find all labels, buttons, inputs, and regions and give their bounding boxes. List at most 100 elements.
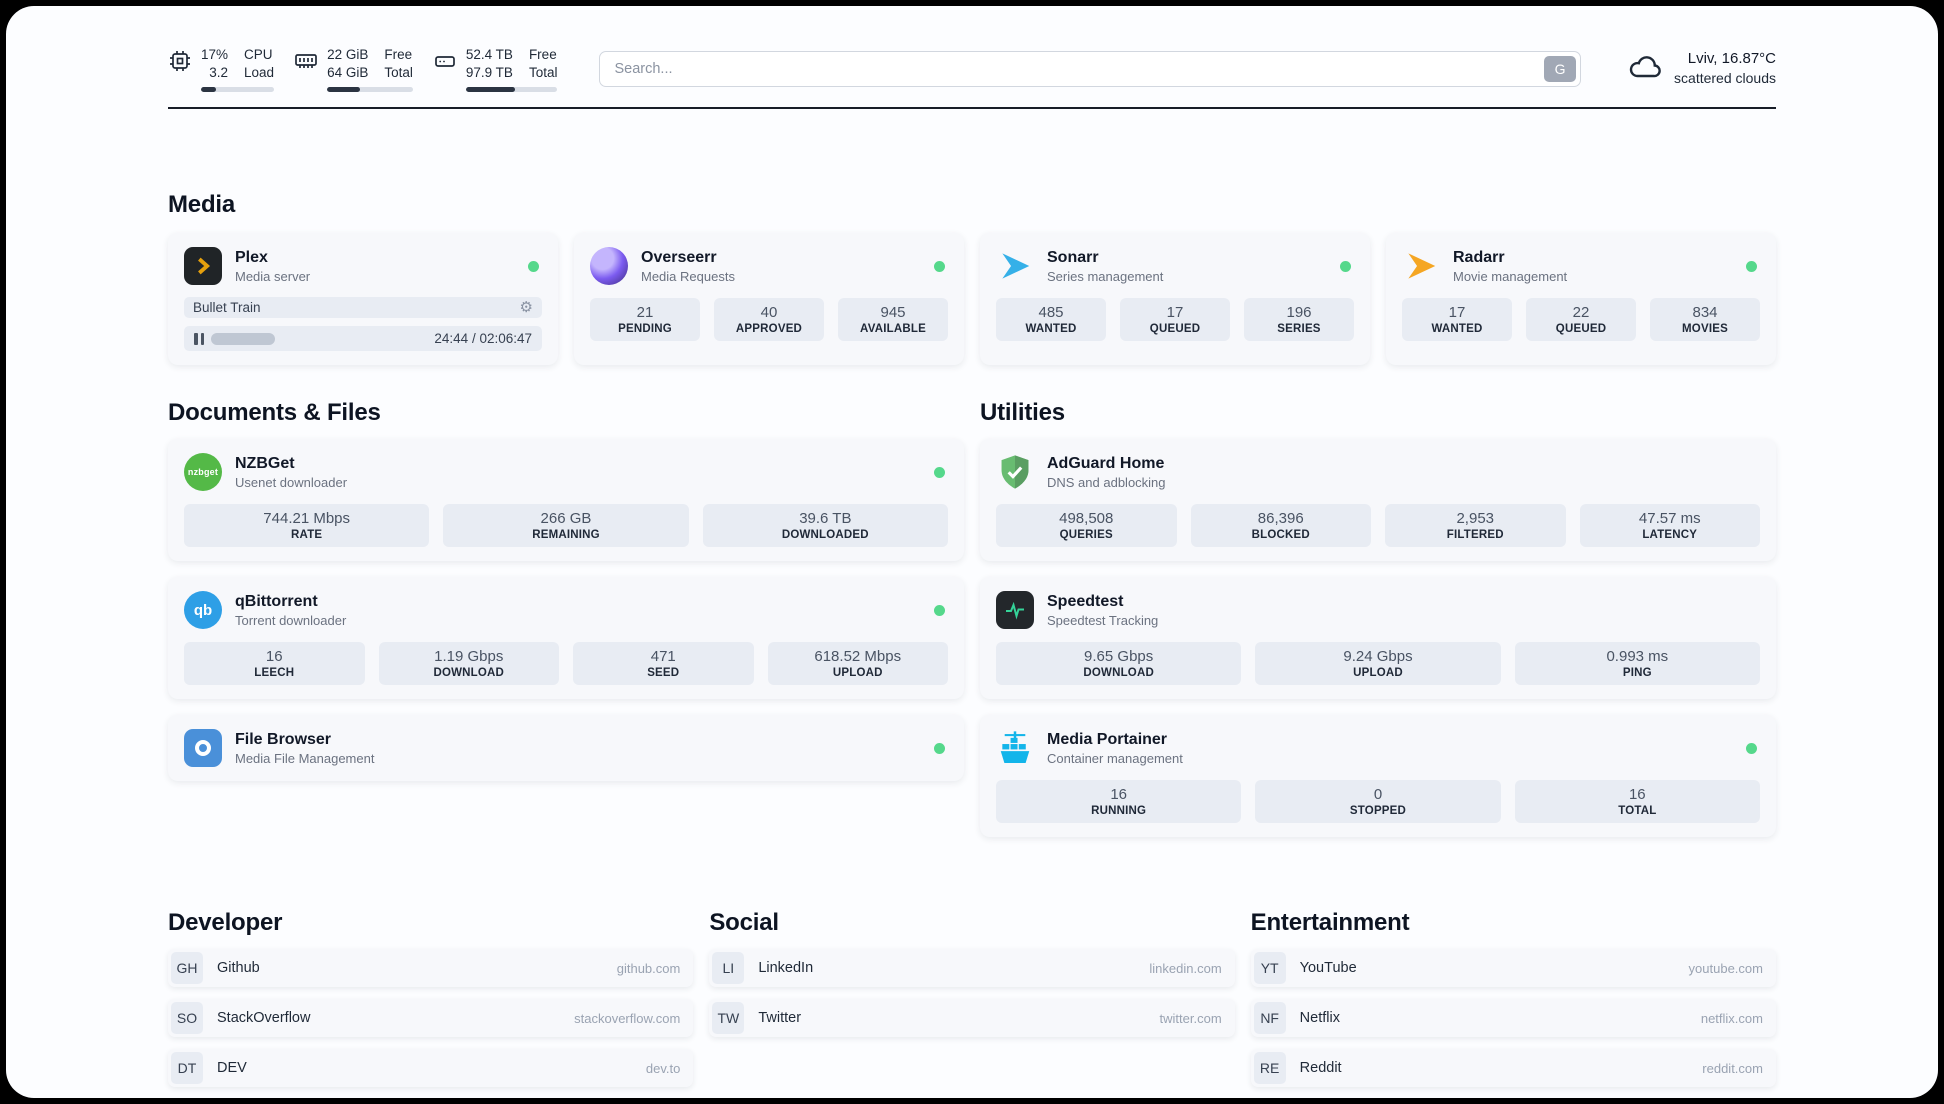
radarr-icon[interactable]	[1402, 247, 1440, 285]
stat-movies: 834 MOVIES	[1650, 298, 1760, 342]
bookmark-stackoverflow[interactable]: SO StackOverflow stackoverflow.com	[168, 999, 694, 1038]
sonarr-icon[interactable]	[996, 247, 1034, 285]
app-title: Overseerr	[641, 248, 717, 266]
bookmark-github[interactable]: GH Github github.com	[168, 949, 694, 988]
stat-label: LEECH	[254, 667, 295, 680]
stat-upload: 618.52 Mbps UPLOAD	[767, 642, 948, 686]
memory-icon	[294, 49, 318, 73]
bookmark-name: StackOverflow	[217, 1010, 311, 1027]
stat-running: 16 RUNNING	[996, 780, 1242, 824]
qbittorrent-icon[interactable]: qb	[184, 591, 222, 630]
cpu-progress-fill	[201, 87, 216, 93]
entertainment-column: Entertainment YT YouTube youtube.com NF …	[1250, 909, 1776, 1088]
nzbget-icon[interactable]: nzbget	[184, 453, 222, 492]
bookmark-name: LinkedIn	[758, 960, 814, 977]
bookmark-reddit[interactable]: RE Reddit reddit.com	[1250, 1049, 1776, 1088]
disk-icon	[433, 49, 457, 73]
weather-widget[interactable]: Lviv, 16.87°C scattered clouds	[1627, 49, 1776, 88]
stat-value: 16	[265, 648, 283, 666]
app-title: File Browser	[235, 730, 332, 748]
status-dot	[934, 604, 945, 616]
bookmark-url: netflix.com	[1700, 1010, 1763, 1026]
pause-icon[interactable]	[194, 332, 204, 345]
ram-progress-bar	[327, 87, 413, 93]
bookmark-url: dev.to	[645, 1060, 681, 1076]
bookmark-abbr: TW	[712, 1002, 745, 1035]
stat-label: SERIES	[1277, 323, 1321, 336]
cloud-icon	[1627, 49, 1663, 85]
status-dot	[528, 260, 539, 272]
portainer-icon[interactable]	[996, 729, 1034, 767]
ram-total-label: Total	[384, 65, 413, 81]
cpu-icon	[168, 49, 192, 73]
stat-leech: 16 LEECH	[184, 642, 365, 686]
search-input[interactable]	[599, 51, 1582, 87]
stat-value: 1.19 Gbps	[434, 648, 504, 666]
developer-column: Developer GH Github github.com SO StackO…	[168, 909, 694, 1088]
stat-value: 498,508	[1059, 510, 1114, 528]
stat-value: 0.993 ms	[1606, 648, 1669, 666]
status-dot	[934, 742, 945, 754]
ram-free-value: 22 GiB	[327, 47, 369, 62]
app-subtitle: Media server	[235, 268, 311, 284]
bookmark-url: youtube.com	[1688, 960, 1763, 976]
stat-downloaded: 39.6 TB DOWNLOADED	[702, 504, 948, 548]
app-subtitle: Torrent downloader	[235, 612, 347, 628]
playback-progress-fill	[211, 332, 276, 345]
stat-latency: 47.57 ms LATENCY	[1579, 504, 1760, 548]
stat-value: 22	[1572, 304, 1590, 322]
stat-download: 9.65 Gbps DOWNLOAD	[996, 642, 1242, 686]
bookmark-linkedin[interactable]: LI LinkedIn linkedin.com	[709, 949, 1235, 988]
stat-queued: 22 QUEUED	[1526, 298, 1636, 342]
stat-available: 945 AVAILABLE	[838, 298, 948, 342]
stat-label: STOPPED	[1349, 805, 1407, 818]
adguard-icon[interactable]	[996, 453, 1034, 491]
social-column: Social LI LinkedIn linkedin.com TW Twitt…	[709, 909, 1235, 1087]
ram-widget: 22 GiB 64 GiB Free Total	[294, 46, 413, 93]
media-grid: Plex Media server Bullet Train ⚙ 24:44 /…	[168, 233, 1776, 366]
stat-label: SEED	[647, 667, 680, 680]
stat-label: QUEUED	[1149, 323, 1201, 336]
bookmark-name: DEV	[217, 1060, 247, 1077]
stat-label: LATENCY	[1642, 529, 1698, 542]
bookmark-netflix[interactable]: NF Netflix netflix.com	[1250, 999, 1776, 1038]
bookmark-youtube[interactable]: YT YouTube youtube.com	[1250, 949, 1776, 988]
overseerr-icon[interactable]	[590, 247, 628, 286]
app-title: Speedtest	[1047, 592, 1124, 610]
adguard-card: AdGuard Home DNS and adblocking 498,508 …	[980, 439, 1776, 562]
stat-rate: 744.21 Mbps RATE	[184, 504, 430, 548]
weather-condition: scattered clouds	[1674, 70, 1776, 87]
stat-label: RATE	[291, 529, 323, 542]
stat-value: 744.21 Mbps	[263, 510, 351, 528]
bookmark-abbr: SO	[171, 1002, 203, 1035]
stat-value: 0	[1373, 786, 1383, 804]
stat-remaining: 266 GB REMAINING	[443, 504, 689, 548]
cpu-usage-value: 17%	[201, 47, 229, 62]
bookmark-dev[interactable]: DT DEV dev.to	[168, 1049, 694, 1088]
app-subtitle: Speedtest Tracking	[1047, 612, 1159, 628]
stat-value: 9.65 Gbps	[1084, 648, 1154, 666]
app-title: Plex	[235, 248, 268, 266]
now-playing-title: Bullet Train	[193, 300, 261, 316]
bookmark-name: Reddit	[1299, 1060, 1342, 1077]
bookmark-url: twitter.com	[1159, 1010, 1222, 1026]
speedtest-icon[interactable]	[996, 591, 1034, 630]
bookmark-abbr: RE	[1253, 1052, 1286, 1085]
filebrowser-card: File Browser Media File Management	[168, 715, 964, 782]
disk-progress-fill	[465, 87, 516, 93]
filebrowser-icon[interactable]	[184, 729, 222, 768]
bookmark-twitter[interactable]: TW Twitter twitter.com	[709, 999, 1235, 1038]
stat-filtered: 2,953 FILTERED	[1385, 504, 1566, 548]
app-subtitle: Usenet downloader	[235, 474, 348, 490]
documents-column: Documents & Files nzbget NZBGet Usenet d…	[168, 399, 964, 837]
cpu-widget: 17% 3.2 CPU Load	[168, 46, 275, 93]
app-subtitle: DNS and adblocking	[1047, 474, 1166, 490]
stat-value: 618.52 Mbps	[814, 648, 902, 666]
plex-icon[interactable]	[184, 247, 222, 286]
stat-stopped: 0 STOPPED	[1255, 780, 1501, 824]
app-title: qBittorrent	[235, 592, 318, 610]
disk-free-value: 52.4 TB	[465, 47, 513, 62]
stat-value: 9.24 Gbps	[1343, 648, 1413, 666]
gear-icon[interactable]: ⚙	[519, 299, 533, 317]
search-engine-button[interactable]: G	[1544, 56, 1577, 82]
